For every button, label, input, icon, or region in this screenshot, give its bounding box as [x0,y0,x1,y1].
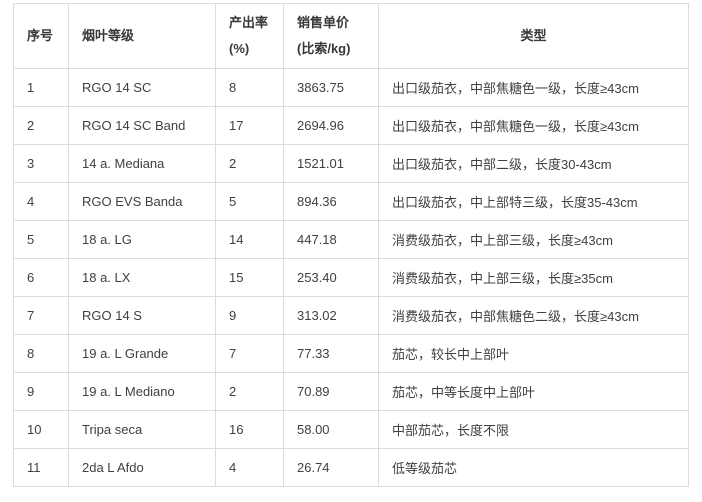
cell-yield: 5 [215,182,284,221]
cell-index: 3 [13,144,69,183]
cell-yield: 4 [215,448,284,487]
table-row: 6 18 a. LX 15 253.40 消费级茄衣，中上部三级，长度≥35cm [13,258,689,297]
cell-type: 低等级茄芯 [378,448,689,487]
column-header-yield-label-line1: 产出率 [229,15,269,30]
cell-grade: 18 a. LG [68,220,216,259]
column-header-price-label-line2: (比索/kg) [297,41,351,56]
cell-grade: Tripa seca [68,410,216,449]
cell-index: 4 [13,182,69,221]
cell-yield: 8 [215,68,284,107]
table-row: 4 RGO EVS Banda 5 894.36 出口级茄衣，中上部特三级，长度35-4… [13,182,689,221]
cell-yield: 2 [215,144,284,183]
column-header-index-label: 序号 [27,28,54,43]
column-header-type: 类型 [378,3,689,69]
column-header-type-label: 类型 [520,28,547,43]
cell-index: 7 [13,296,69,335]
table-body: 1 RGO 14 SC 8 3863.75 出口级茄衣，中部焦糖色一级，长度≥43cm 2… [13,68,689,487]
cell-price: 2694.96 [283,106,379,145]
column-header-yield-label-line2: (%) [229,41,250,56]
cell-yield: 17 [215,106,284,145]
column-header-grade: 烟叶等级 [68,3,216,69]
column-header-price: 销售单价 (比索/kg) [283,3,379,69]
cell-price: 70.89 [283,372,379,411]
column-header-index: 序号 [13,3,69,69]
cell-grade: RGO EVS Banda [68,182,216,221]
header-row: 序号 烟叶等级 产出率 (%) 销售单价 (比索/kg) 类型 [13,3,689,69]
cell-price: 894.36 [283,182,379,221]
tobacco-grade-table: 序号 烟叶等级 产出率 (%) 销售单价 (比索/kg) 类型 1 RGO 14 … [13,3,689,487]
cell-type: 茄芯，中等长度中上部叶 [378,372,689,411]
column-header-grade-label: 烟叶等级 [82,28,135,43]
cell-grade: RGO 14 SC [68,68,216,107]
cell-type: 中部茄芯，长度不限 [378,410,689,449]
cell-type: 消费级茄衣，中部焦糖色二级，长度≥43cm [378,296,689,335]
cell-type: 出口级茄衣，中上部特三级，长度35-43cm [378,182,689,221]
cell-price: 26.74 [283,448,379,487]
cell-index: 5 [13,220,69,259]
cell-yield: 7 [215,334,284,373]
table-row: 2 RGO 14 SC Band 17 2694.96 出口级茄衣，中部焦糖色一级，长度… [13,106,689,145]
cell-index: 6 [13,258,69,297]
cell-index: 2 [13,106,69,145]
cell-index: 11 [13,448,69,487]
cell-type: 茄芯，较长中上部叶 [378,334,689,373]
cell-type: 出口级茄衣，中部焦糖色一级，长度≥43cm [378,68,689,107]
cell-type: 消费级茄衣，中上部三级，长度≥43cm [378,220,689,259]
table-row: 1 RGO 14 SC 8 3863.75 出口级茄衣，中部焦糖色一级，长度≥43cm [13,68,689,107]
cell-grade: 18 a. LX [68,258,216,297]
cell-grade: 19 a. L Mediano [68,372,216,411]
cell-yield: 14 [215,220,284,259]
cell-price: 253.40 [283,258,379,297]
cell-grade: 2da L Afdo [68,448,216,487]
cell-grade: 19 a. L Grande [68,334,216,373]
cell-price: 58.00 [283,410,379,449]
cell-grade: RGO 14 S [68,296,216,335]
cell-yield: 9 [215,296,284,335]
cell-index: 10 [13,410,69,449]
table-row: 8 19 a. L Grande 7 77.33 茄芯，较长中上部叶 [13,334,689,373]
cell-type: 出口级茄衣，中部二级，长度30-43cm [378,144,689,183]
column-header-price-label-line1: 销售单价 [297,15,350,30]
cell-grade: RGO 14 SC Band [68,106,216,145]
cell-yield: 16 [215,410,284,449]
table-row: 11 2da L Afdo 4 26.74 低等级茄芯 [13,448,689,487]
table-row: 3 14 a. Mediana 2 1521.01 出口级茄衣，中部二级，长度30-43… [13,144,689,183]
cell-type: 消费级茄衣，中上部三级，长度≥35cm [378,258,689,297]
cell-grade: 14 a. Mediana [68,144,216,183]
table-row: 7 RGO 14 S 9 313.02 消费级茄衣，中部焦糖色二级，长度≥43cm [13,296,689,335]
column-header-yield: 产出率 (%) [215,3,284,69]
cell-price: 77.33 [283,334,379,373]
cell-yield: 2 [215,372,284,411]
table-row: 9 19 a. L Mediano 2 70.89 茄芯，中等长度中上部叶 [13,372,689,411]
cell-index: 1 [13,68,69,107]
cell-price: 447.18 [283,220,379,259]
table-row: 10 Tripa seca 16 58.00 中部茄芯，长度不限 [13,410,689,449]
cell-index: 8 [13,334,69,373]
cell-price: 313.02 [283,296,379,335]
table-row: 5 18 a. LG 14 447.18 消费级茄衣，中上部三级，长度≥43cm [13,220,689,259]
cell-type: 出口级茄衣，中部焦糖色一级，长度≥43cm [378,106,689,145]
cell-price: 3863.75 [283,68,379,107]
tobacco-grade-table-container: 序号 烟叶等级 产出率 (%) 销售单价 (比索/kg) 类型 1 RGO 14 … [13,3,689,487]
cell-index: 9 [13,372,69,411]
cell-price: 1521.01 [283,144,379,183]
cell-yield: 15 [215,258,284,297]
